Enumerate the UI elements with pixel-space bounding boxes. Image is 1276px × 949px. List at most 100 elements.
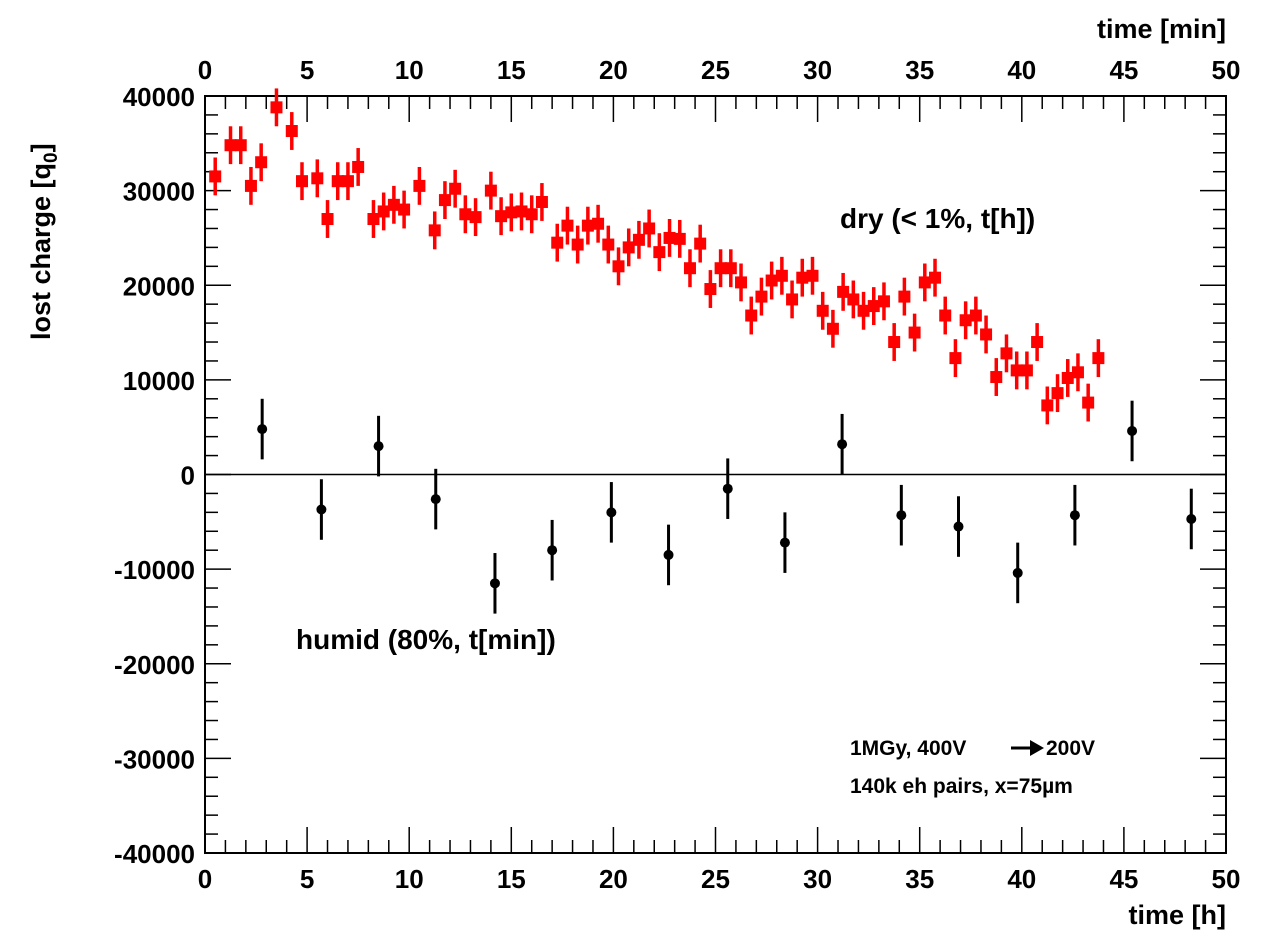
- y-tick-label: -20000: [114, 650, 195, 680]
- dry-point: [255, 156, 268, 169]
- x-tick-label-top: 35: [905, 55, 934, 85]
- humid-point: [896, 510, 907, 521]
- x-axis-title-top: time [min]: [1097, 14, 1226, 44]
- dry-point: [663, 231, 676, 244]
- dry-point: [959, 314, 972, 327]
- x-tick-label-top: 20: [599, 55, 628, 85]
- y-tick-label: -10000: [114, 555, 195, 585]
- dry-point: [367, 213, 380, 226]
- dry-point: [387, 198, 400, 211]
- dry-point: [653, 246, 666, 259]
- dry-point: [1010, 364, 1023, 377]
- dry-point: [1000, 347, 1013, 360]
- dry-point: [428, 224, 441, 237]
- dry-point: [888, 336, 901, 349]
- dry-point: [765, 274, 778, 287]
- dry-point: [234, 139, 247, 152]
- y-tick-label: 40000: [123, 82, 195, 112]
- dry-point: [714, 262, 727, 275]
- dry-point: [1031, 336, 1044, 349]
- y-tick-label: 30000: [123, 177, 195, 207]
- pairs-text-unit: µm: [1042, 775, 1073, 798]
- dry-point: [331, 175, 344, 188]
- tick-labels: 0 5 10 15 20 25 30 35 40 45 50 0 5 10 15 20 25 30 35 40 45 50…: [114, 55, 1240, 894]
- dose-target-text: 200V: [1046, 737, 1095, 760]
- arrow-icon: [1011, 740, 1044, 756]
- dry-point: [980, 328, 993, 341]
- x-tick-label-bottom: 20: [599, 864, 628, 894]
- x-tick-label-bottom: 15: [497, 864, 526, 894]
- dry-point: [209, 170, 222, 183]
- x-tick-label-top: 0: [198, 55, 212, 85]
- dry-point: [612, 260, 625, 273]
- humid-point: [489, 578, 500, 589]
- dry-point: [939, 309, 952, 322]
- humid-label: humid (80%, t[min]): [296, 624, 556, 655]
- y-axis-title-sub: 0: [41, 152, 62, 163]
- dry-point: [270, 101, 283, 114]
- dry-point: [484, 184, 497, 197]
- y-tick-label: 10000: [123, 366, 195, 396]
- dry-point: [561, 219, 574, 232]
- dry-point: [535, 195, 548, 208]
- humid-point: [953, 521, 964, 532]
- dry-point: [837, 285, 850, 298]
- dry-point: [438, 194, 451, 207]
- dry-point: [592, 217, 605, 230]
- dry-point: [755, 290, 768, 303]
- dry-point: [1041, 399, 1054, 412]
- dry-point: [321, 213, 334, 226]
- dry-point: [581, 219, 594, 232]
- dry-point: [826, 322, 839, 335]
- humid-point: [606, 507, 617, 518]
- x-tick-label-bottom: 5: [300, 864, 314, 894]
- humid-point: [663, 549, 674, 560]
- dry-label: dry (< 1%, t[h]): [840, 203, 1035, 234]
- dry-point: [929, 271, 942, 284]
- dry-point: [796, 271, 809, 284]
- x-tick-label-bottom: 40: [1007, 864, 1036, 894]
- y-axis-title-end: ]: [26, 143, 56, 152]
- humid-point: [722, 483, 733, 494]
- dry-point: [285, 125, 298, 138]
- x-tick-label-top: 25: [701, 55, 730, 85]
- humid-point: [547, 545, 558, 556]
- dry-point: [694, 237, 707, 250]
- dry-point: [806, 269, 819, 282]
- dry-point: [673, 232, 686, 245]
- dry-point: [908, 326, 921, 339]
- humid-point: [430, 494, 441, 505]
- dry-point: [1071, 366, 1084, 379]
- dry-point: [449, 182, 462, 195]
- pairs-text-main: 140k eh pairs, x=75: [850, 775, 1042, 798]
- y-axis-title: lost charge [q0]: [26, 143, 62, 340]
- dry-point: [847, 293, 860, 306]
- dry-series: [209, 88, 1105, 425]
- humid-series: [257, 398, 1197, 614]
- dry-point: [816, 304, 829, 317]
- dry-point: [643, 222, 656, 235]
- humid-point: [257, 424, 268, 435]
- humid-point: [1012, 567, 1023, 578]
- humid-point: [316, 504, 327, 515]
- dry-point: [622, 241, 635, 254]
- humid-point: [779, 537, 790, 548]
- dry-point: [244, 179, 257, 192]
- x-tick-label-bottom: 30: [803, 864, 832, 894]
- dry-point: [918, 276, 931, 289]
- x-tick-label-top: 15: [497, 55, 526, 85]
- y-tick-label: 0: [181, 461, 195, 491]
- y-tick-label: -30000: [114, 744, 195, 774]
- dry-point: [469, 211, 482, 224]
- x-tick-label-top: 40: [1007, 55, 1036, 85]
- dry-point: [1082, 396, 1095, 409]
- x-tick-label-bottom: 35: [905, 864, 934, 894]
- dry-point: [632, 233, 645, 246]
- humid-point: [373, 441, 384, 452]
- x-tick-label-bottom: 25: [701, 864, 730, 894]
- y-axis-title-main: lost charge [q: [26, 163, 56, 340]
- x-tick-label-top: 5: [300, 55, 314, 85]
- dry-point: [735, 276, 748, 289]
- dry-point: [786, 293, 799, 306]
